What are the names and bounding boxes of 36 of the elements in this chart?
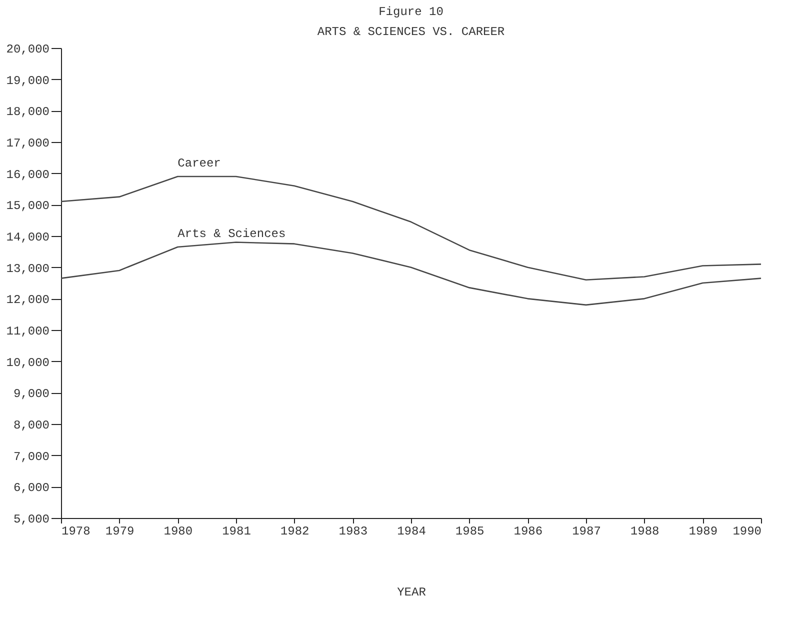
y-tick-label: 18,000 <box>6 105 50 120</box>
x-tick-label: 1984 <box>397 524 426 538</box>
y-tick-label: 10,000 <box>6 356 50 370</box>
y-tick-label: 15,000 <box>6 199 50 214</box>
y-tick-label: 9,000 <box>13 387 50 402</box>
x-tick-label: 1985 <box>455 524 484 538</box>
x-tick-label: 1990 <box>732 524 762 538</box>
y-tick-label: 6,000 <box>13 481 50 496</box>
x-tick-label: 1987 <box>572 524 601 538</box>
y-tick-label: 16,000 <box>6 168 50 182</box>
line-series <box>60 176 762 281</box>
y-tick-label: 5,000 <box>13 512 50 526</box>
x-tick-label: 1980 <box>164 524 193 538</box>
x-tick-label: 1982 <box>280 524 310 538</box>
y-tick-label: 17,000 <box>6 136 50 150</box>
x-axis-title: YEAR <box>397 586 426 600</box>
y-tick-label: 13,000 <box>6 262 50 276</box>
series-label: Arts & Sciences <box>178 226 286 241</box>
x-tick-label: 1978 <box>62 524 90 538</box>
y-tick-label: 19,000 <box>6 74 50 88</box>
x-tick-label: 1981 <box>222 524 251 538</box>
y-tick-label: 7,000 <box>13 450 50 464</box>
x-tick-label: 1989 <box>688 524 718 538</box>
chart-subtitle: ARTS & SCIENCES VS. CAREER <box>317 25 505 39</box>
y-tick-label: 14,000 <box>6 230 50 244</box>
y-tick-label: 8,000 <box>13 418 50 432</box>
line-series <box>60 242 762 306</box>
x-tick-label: 1983 <box>338 524 368 538</box>
x-tick-label: 1986 <box>514 524 543 538</box>
y-tick-label: 11,000 <box>6 324 50 338</box>
y-tick-label: 12,000 <box>6 293 50 308</box>
y-tick-label: 20,000 <box>6 42 50 56</box>
x-tick-label: 1979 <box>105 524 134 538</box>
series-label: Career <box>178 156 221 170</box>
x-tick-label: 1988 <box>630 524 660 538</box>
chart-title: Figure 10 <box>378 5 444 19</box>
